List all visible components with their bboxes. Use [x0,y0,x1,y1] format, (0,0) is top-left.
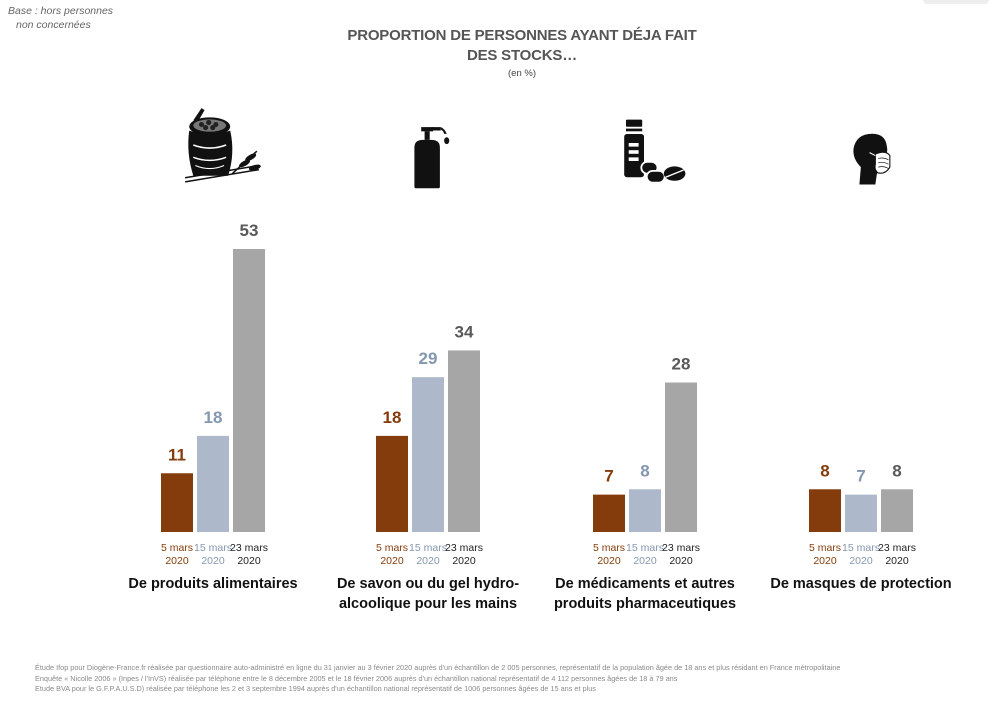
chart-title-line1: PROPORTION DE PERSONNES AYANT DÉJA FAIT [347,27,697,44]
date-label-3-3-line1: 23 mars [662,542,700,554]
category-label-4-line1: De masques de protection [770,576,951,592]
category-icons [184,107,891,189]
date-label-2-1-line1: 5 mars [376,542,408,554]
value-label-2-1: 18 [383,408,402,427]
date-label-4-1-line1: 5 mars [809,542,841,554]
date-label-4-3-line1: 23 mars [878,542,916,554]
value-labels: 11 18 53 18 29 34 7 8 28 8 7 8 [168,221,902,486]
bar-3-2 [629,489,661,532]
date-label-2-3-line2: 2020 [452,555,476,567]
date-label-4-1-line2: 2020 [813,555,837,567]
category-label-3-line2: produits pharmaceutiques [554,596,736,612]
value-label-2-3: 34 [455,322,474,341]
date-label-2-2-line1: 15 mars [409,542,447,554]
date-label-2-3-line1: 23 mars [445,542,483,554]
bar-1-2 [197,435,229,532]
value-label-1-1: 11 [168,445,186,464]
value-label-1-3: 53 [240,221,259,240]
category-label-1-line1: De produits alimentaires [128,576,297,592]
sanitizer-bottle-icon [414,127,450,189]
date-label-3-1-line1: 5 mars [593,542,625,554]
base-note-line1: Base : hors personnes [8,5,114,17]
value-label-4-3: 8 [892,461,901,480]
bar-4-3 [881,489,913,532]
category-label-2-line2: alcoolique pour les mains [339,596,517,612]
footnote-2: Enquête « Nicolle 2006 » (Inpes / l'InVS… [35,673,678,683]
window-tab-edge [923,0,989,4]
date-label-4-3-line2: 2020 [885,555,909,567]
value-label-3-3: 28 [672,354,691,373]
value-label-3-1: 7 [604,467,613,486]
date-label-1-2-line2: 2020 [201,555,225,567]
chart-unit: (en %) [508,68,536,79]
base-note-line2: non concernées [16,19,91,31]
date-label-4-2-line1: 15 mars [842,542,880,554]
date-label-3-2-line2: 2020 [633,555,657,567]
bars [161,249,913,532]
value-label-4-2: 7 [856,467,865,486]
value-label-1-2: 18 [204,408,223,427]
category-labels: De produits alimentaires De savon ou du g… [128,576,951,612]
footnote-1: Étude Ifop pour Diogène-France.fr réalis… [35,663,841,672]
chart-title-line2: DES STOCKS… [466,47,578,64]
bar-3-3 [665,382,697,532]
bar-4-2 [845,494,877,532]
chart-title: PROPORTION DE PERSONNES AYANT DÉJA FAIT … [222,26,822,66]
date-label-1-1-line1: 5 mars [161,542,193,554]
date-label-3-3-line2: 2020 [669,555,693,567]
chart-header: PROPORTION DE PERSONNES AYANT DÉJA FAIT … [222,26,822,80]
bar-2-3 [448,350,480,532]
medicine-pills-icon [623,118,687,185]
date-label-3-1-line2: 2020 [597,555,621,567]
bar-2-1 [376,435,408,532]
bar-4-1 [809,489,841,532]
category-label-3-line1: De médicaments et autres [555,576,735,592]
bar-1-3 [233,249,265,532]
date-label-1-2-line1: 15 mars [194,542,232,554]
food-sack-wheat-icon [184,107,263,183]
date-label-2-2-line2: 2020 [416,555,440,567]
value-label-3-2: 8 [640,461,649,480]
date-label-1-3-line2: 2020 [237,555,261,567]
base-note: Base : hors personnes non concernées [8,4,113,32]
footnote-3: Etude BVA pour le G.F.P.A.U.S.D) réalisé… [35,684,596,693]
face-mask-icon [852,133,891,186]
date-label-1-1-line2: 2020 [165,555,189,567]
date-label-3-2-line1: 15 mars [626,542,664,554]
bar-3-1 [593,494,625,532]
category-label-2-line1: De savon ou du gel hydro- [337,576,519,592]
date-label-4-2-line2: 2020 [849,555,873,567]
value-label-2-2: 29 [419,349,438,368]
bar-2-2 [412,377,444,532]
bar-1-1 [161,473,193,532]
date-label-2-1-line2: 2020 [380,555,404,567]
footnotes: Étude Ifop pour Diogène-France.fr réalis… [35,663,975,695]
date-label-1-3-line1: 23 mars [230,542,268,554]
value-label-4-1: 8 [820,461,829,480]
